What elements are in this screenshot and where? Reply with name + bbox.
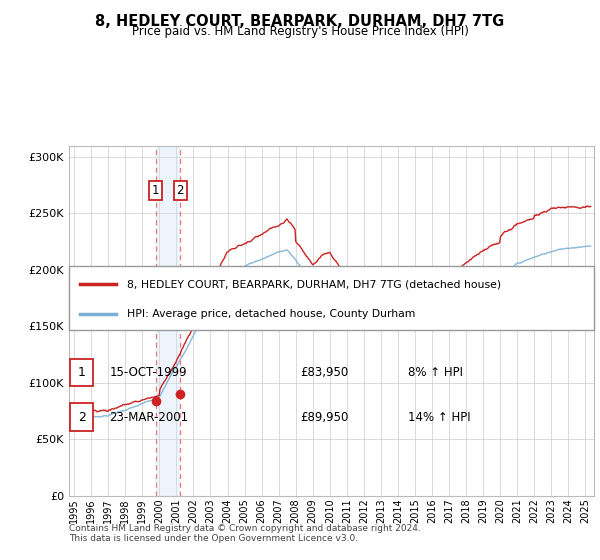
- Bar: [156, 146, 181, 496]
- Text: 15-OCT-1999: 15-OCT-1999: [109, 366, 187, 379]
- Text: £89,950: £89,950: [300, 410, 349, 424]
- Text: 1: 1: [152, 184, 160, 197]
- Text: 1: 1: [77, 366, 86, 379]
- Text: £83,950: £83,950: [300, 366, 348, 379]
- Text: 8% ↑ HPI: 8% ↑ HPI: [408, 366, 463, 379]
- Text: 2: 2: [77, 410, 86, 424]
- Text: 14% ↑ HPI: 14% ↑ HPI: [408, 410, 470, 424]
- Text: 23-MAR-2001: 23-MAR-2001: [109, 410, 188, 424]
- Text: Price paid vs. HM Land Registry's House Price Index (HPI): Price paid vs. HM Land Registry's House …: [131, 25, 469, 38]
- Text: 2: 2: [176, 184, 184, 197]
- Text: HPI: Average price, detached house, County Durham: HPI: Average price, detached house, Coun…: [127, 309, 415, 319]
- Text: Contains HM Land Registry data © Crown copyright and database right 2024.
This d: Contains HM Land Registry data © Crown c…: [69, 524, 421, 543]
- Text: 8, HEDLEY COURT, BEARPARK, DURHAM, DH7 7TG (detached house): 8, HEDLEY COURT, BEARPARK, DURHAM, DH7 7…: [127, 279, 501, 289]
- Text: 8, HEDLEY COURT, BEARPARK, DURHAM, DH7 7TG: 8, HEDLEY COURT, BEARPARK, DURHAM, DH7 7…: [95, 14, 505, 29]
